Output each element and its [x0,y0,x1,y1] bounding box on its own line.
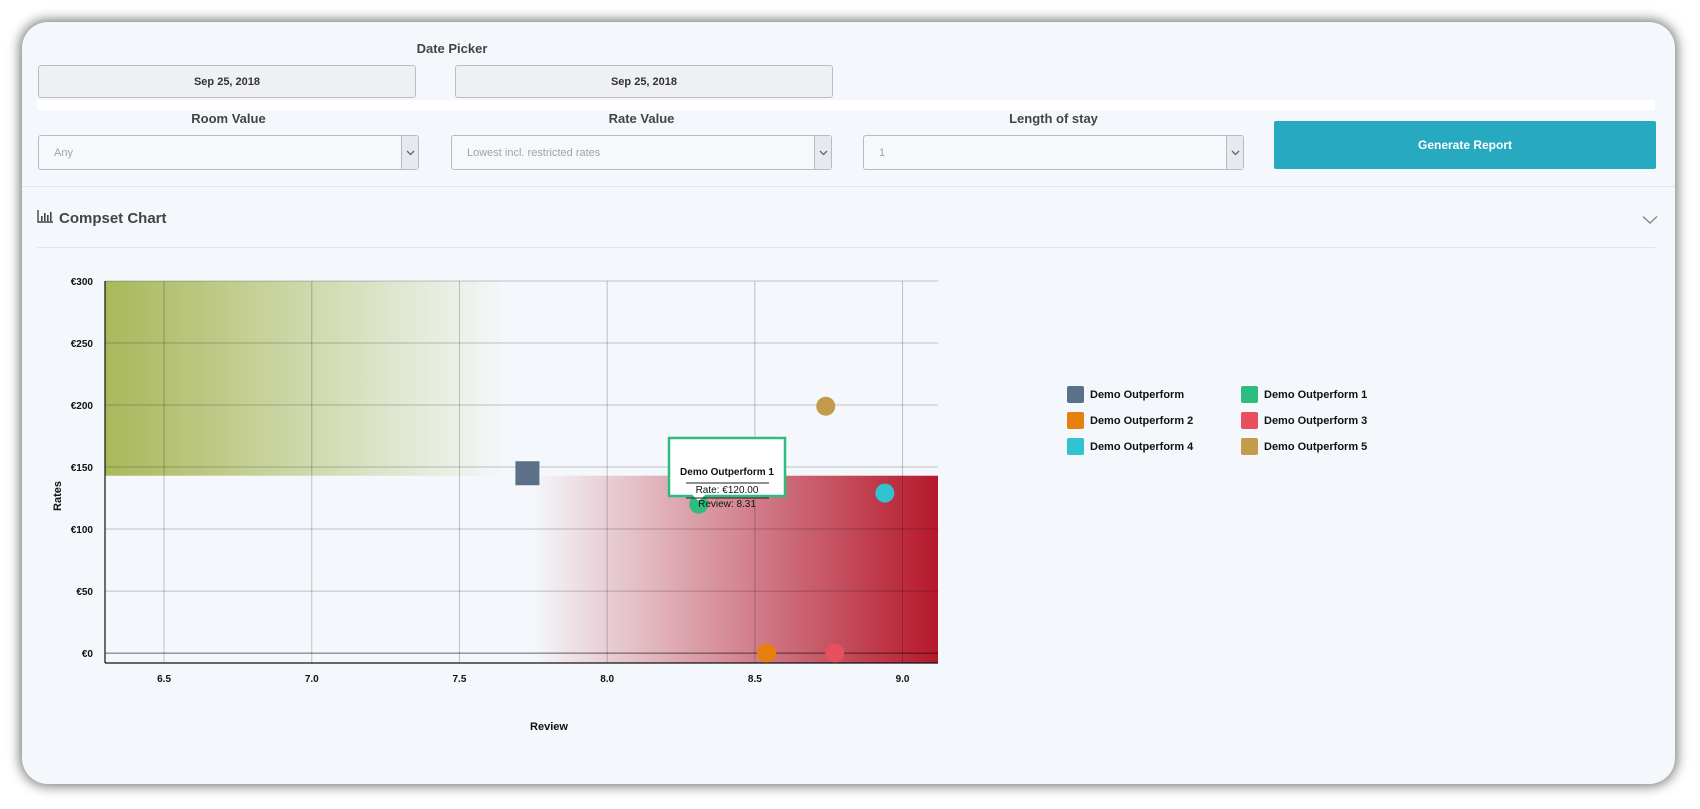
x-tick-label: 8.0 [600,674,614,685]
y-tick-label: €100 [71,525,94,536]
tooltip-rate: Rate: €120.00 [696,485,759,496]
legend-swatch [1067,438,1084,455]
rate-value-label: Rate Value [608,111,675,126]
legend-label: Demo Outperform 3 [1264,414,1368,427]
rate-value-select[interactable]: Lowest incl. restricted rates [451,135,832,170]
overpriced-zone [105,281,504,476]
start-date-field[interactable]: Sep 25, 2018 [38,65,416,98]
legend-label: Demo Outperform 4 [1090,440,1194,453]
legend-swatch [1241,438,1258,455]
section-header-divider [37,247,1655,248]
data-point[interactable] [757,643,777,663]
legend-label: Demo Outperform [1090,388,1185,401]
x-tick-label: 9.0 [896,674,910,685]
data-point[interactable] [515,461,540,486]
rate-value-selected: Lowest incl. restricted rates [467,146,601,159]
legend-label: Demo Outperform 2 [1090,414,1194,427]
underpriced-zone [533,475,938,663]
legend-swatch [1241,386,1258,403]
tooltip-review: Review: 8.31 [698,499,756,510]
data-point[interactable] [816,396,836,416]
legend-item[interactable]: Demo Outperform 3 [1241,412,1367,429]
legend-swatch [1067,412,1084,429]
date-picker-label: Date Picker [416,41,488,56]
length-of-stay-select[interactable]: 1 [863,135,1244,170]
legend-label: Demo Outperform 1 [1264,388,1368,401]
generate-report-button[interactable]: Generate Report [1274,121,1656,169]
chevron-down-icon[interactable] [401,136,418,169]
section-title: Compset Chart [59,210,167,227]
y-tick-label: €50 [76,587,93,598]
data-point[interactable] [875,483,895,503]
legend-swatch [1241,412,1258,429]
compset-chart: 6.5 7.0 7.5 8.0 8.5 9.0 €0 €50 €100 €150 €200 €250 €… [52,277,938,733]
legend-swatch [1067,386,1084,403]
legend-item[interactable]: Demo Outperform 1 [1241,386,1367,403]
data-point[interactable] [825,643,845,663]
chevron-down-icon[interactable] [1642,212,1658,230]
x-tick-label: 7.5 [453,674,467,685]
tooltip-title: Demo Outperform 1 [680,467,774,478]
legend-item[interactable]: Demo Outperform [1067,386,1184,403]
length-of-stay-label: Length of stay [1009,111,1098,126]
legend-item[interactable]: Demo Outperform 5 [1241,438,1367,455]
y-axis-title: Rates [52,481,64,511]
room-value-label: Room Value [191,111,266,126]
x-axis-title: Review [530,721,568,733]
section-divider [22,186,1675,187]
y-tick-label: €0 [82,649,94,660]
chevron-down-icon[interactable] [814,136,831,169]
legend-label: Demo Outperform 5 [1264,440,1368,453]
room-value-selected: Any [54,146,73,159]
section-header[interactable]: Compset Chart [37,210,167,227]
bar-chart-icon [37,210,53,227]
legend-item[interactable]: Demo Outperform 2 [1067,412,1193,429]
y-tick-label: €200 [71,401,94,412]
divider-strip [37,100,1655,110]
y-tick-label: €250 [71,339,94,350]
chart-tooltip: Demo Outperform 1 Rate: €120.00 Review: … [667,436,787,510]
legend-item[interactable]: Demo Outperform 4 [1067,438,1193,455]
chevron-down-icon[interactable] [1226,136,1243,169]
room-value-select[interactable]: Any [38,135,419,170]
end-date-field[interactable]: Sep 25, 2018 [455,65,833,98]
y-tick-label: €300 [71,277,94,288]
x-tick-label: 6.5 [157,674,171,685]
length-of-stay-selected: 1 [879,146,886,159]
x-tick-label: 8.5 [748,674,762,685]
report-card: Date Picker Sep 25, 2018 Sep 25, 2018 Ro… [22,22,1675,784]
y-tick-label: €150 [71,463,94,474]
x-tick-label: 7.0 [305,674,319,685]
